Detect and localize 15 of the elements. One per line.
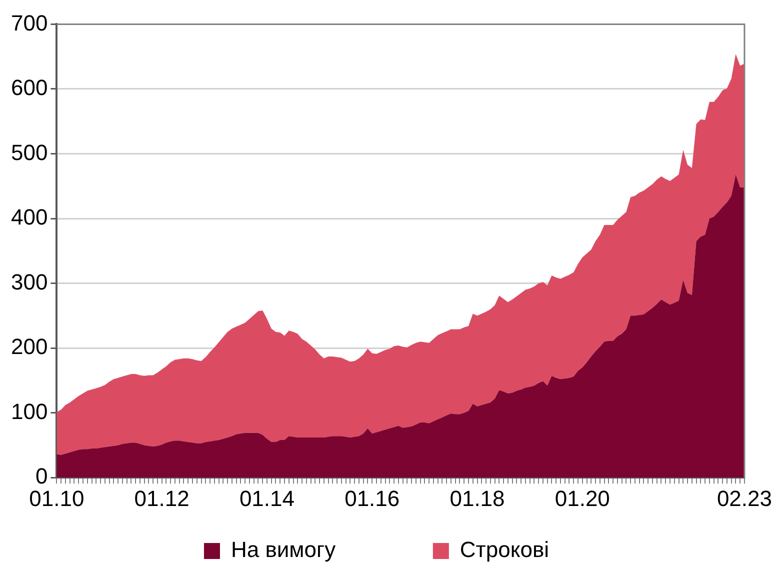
x-tick-label: 01.14 bbox=[239, 486, 295, 511]
legend-label: Строкові bbox=[460, 537, 550, 562]
y-tick-label: 200 bbox=[10, 334, 48, 360]
x-tick-label: 01.20 bbox=[554, 486, 610, 511]
x-tick-label: 02.23 bbox=[716, 486, 772, 511]
y-tick-label: 600 bbox=[10, 75, 48, 100]
y-tick-label: 400 bbox=[10, 204, 48, 230]
y-tick-label: 500 bbox=[10, 140, 48, 165]
x-tick-label: 01.12 bbox=[134, 486, 190, 511]
x-tick-label: 01.18 bbox=[450, 486, 505, 511]
y-tick-label: 100 bbox=[10, 398, 48, 424]
legend-label: На вимогу bbox=[230, 537, 409, 562]
y-tick-label: 700 bbox=[10, 10, 48, 36]
x-tick-label: 01.16 bbox=[344, 486, 400, 511]
y-tick-label: 300 bbox=[10, 269, 48, 294]
